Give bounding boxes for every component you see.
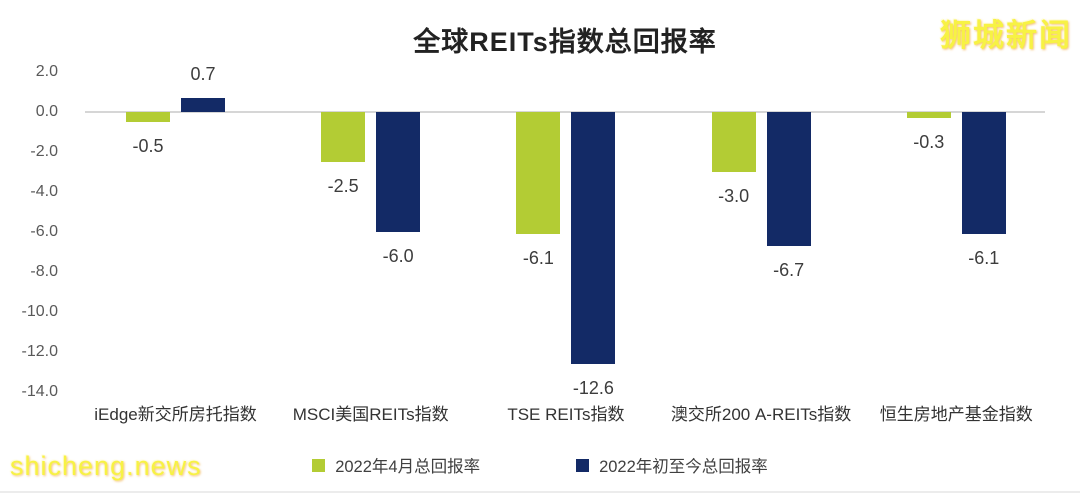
bar-ytd-cat5 — [961, 112, 1006, 234]
bar-april-cat3 — [516, 112, 561, 234]
zero-gridline — [85, 111, 1045, 113]
value-label: -6.1 — [968, 248, 1000, 268]
category-label: iEdge新交所房托指数 — [94, 405, 257, 424]
category-label: MSCI美国REITs指数 — [292, 405, 449, 424]
category-label: TSE REITs指数 — [507, 405, 625, 424]
legend: 2022年4月总回报率 2022年初至今总回报率 — [0, 453, 1080, 477]
legend-item: 2022年初至今总回报率 — [576, 453, 768, 477]
legend-label: 2022年4月总回报率 — [335, 458, 481, 476]
legend-swatch-icon — [576, 458, 590, 472]
chart-title: 全球REITs指数总回报率 — [413, 27, 717, 57]
site-logo-watermark: 狮城新闻 — [940, 18, 1072, 53]
y-tick-label: 2.0 — [35, 63, 58, 80]
bar-april-cat4 — [711, 112, 756, 172]
y-tick-label: -12.0 — [21, 343, 58, 360]
y-tick-label: -2.0 — [30, 143, 58, 160]
y-tick-label: -14.0 — [21, 383, 58, 400]
bar-april-cat5 — [906, 112, 951, 118]
value-label: -6.0 — [382, 246, 414, 266]
bar-ytd-cat3 — [571, 112, 616, 364]
value-label: -3.0 — [718, 186, 750, 206]
bottom-divider — [0, 491, 1080, 493]
legend-label: 2022年初至今总回报率 — [599, 458, 768, 476]
legend-swatch-icon — [312, 458, 326, 472]
value-label: -6.7 — [773, 260, 805, 280]
value-label: -2.5 — [327, 176, 359, 196]
value-label: -0.3 — [913, 132, 945, 152]
bar-ytd-cat4 — [766, 112, 811, 246]
y-tick-label: -8.0 — [30, 263, 58, 280]
y-tick-label: -6.0 — [30, 223, 58, 240]
y-tick-label: 0.0 — [35, 103, 58, 120]
value-label: -6.1 — [522, 248, 554, 268]
y-tick-label: -10.0 — [21, 303, 58, 320]
value-label: -12.6 — [572, 378, 614, 398]
category-label: 恒生房地产基金指数 — [879, 405, 1033, 424]
bar-april-cat1 — [126, 112, 170, 122]
value-label: -0.5 — [132, 136, 164, 156]
legend-item: 2022年4月总回报率 — [312, 453, 480, 477]
bar-april-cat2 — [321, 112, 366, 162]
site-url-watermark: shicheng.news — [10, 451, 202, 481]
value-label: 0.7 — [190, 64, 216, 84]
bar-ytd-cat2 — [376, 112, 421, 232]
category-label: 澳交所200 A-REITs指数 — [670, 405, 852, 424]
y-tick-label: -4.0 — [30, 183, 58, 200]
bar-ytd-cat1 — [181, 98, 225, 112]
